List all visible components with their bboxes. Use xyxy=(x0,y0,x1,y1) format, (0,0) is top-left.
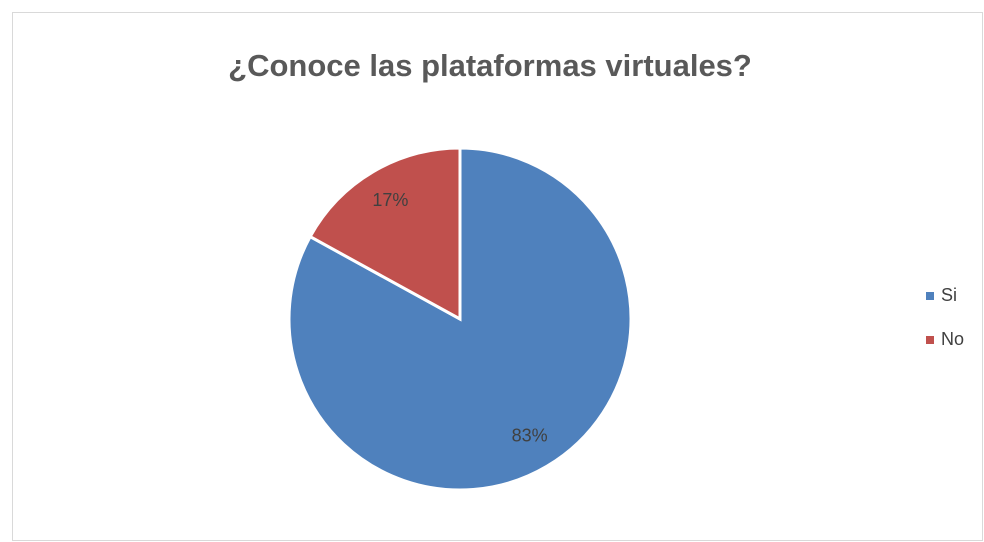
legend-swatch xyxy=(926,292,934,300)
pie-slice xyxy=(308,146,462,322)
data-label: 17% xyxy=(372,190,408,210)
legend-label: No xyxy=(941,329,964,349)
pie-slice xyxy=(287,146,633,492)
legend-label: Si xyxy=(941,285,957,305)
legend-swatch xyxy=(926,336,934,344)
chart-title: ¿Conoce las plataformas virtuales? xyxy=(228,48,752,83)
data-label: 83% xyxy=(512,425,548,445)
